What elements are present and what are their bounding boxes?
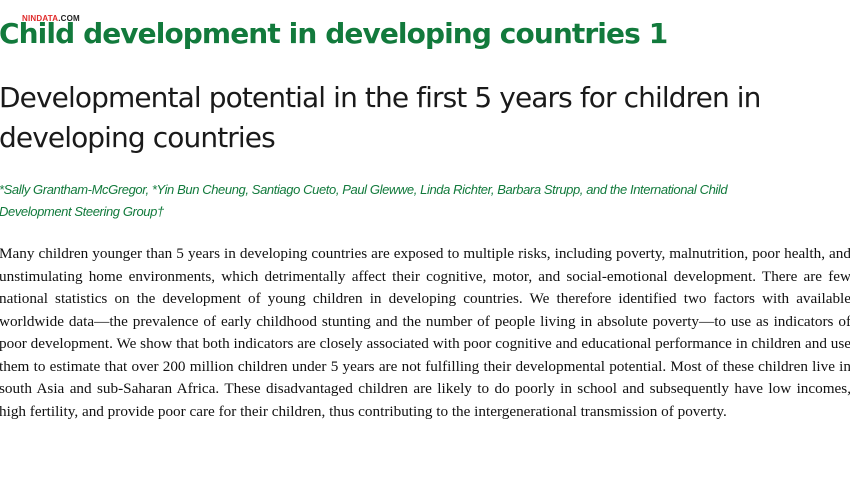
watermark-part-1: NINDATA xyxy=(22,14,59,23)
paper-title: Developmental potential in the first 5 y… xyxy=(0,81,761,154)
author-list: *Sally Grantham-McGregor, *Yin Bun Cheun… xyxy=(0,182,728,219)
watermark-logo: NINDATA.COM xyxy=(22,14,80,23)
abstract-text: Many children younger than 5 years in de… xyxy=(0,245,850,420)
watermark-part-2: .COM xyxy=(58,14,80,23)
series-title: Child development in developing countrie… xyxy=(0,17,668,50)
